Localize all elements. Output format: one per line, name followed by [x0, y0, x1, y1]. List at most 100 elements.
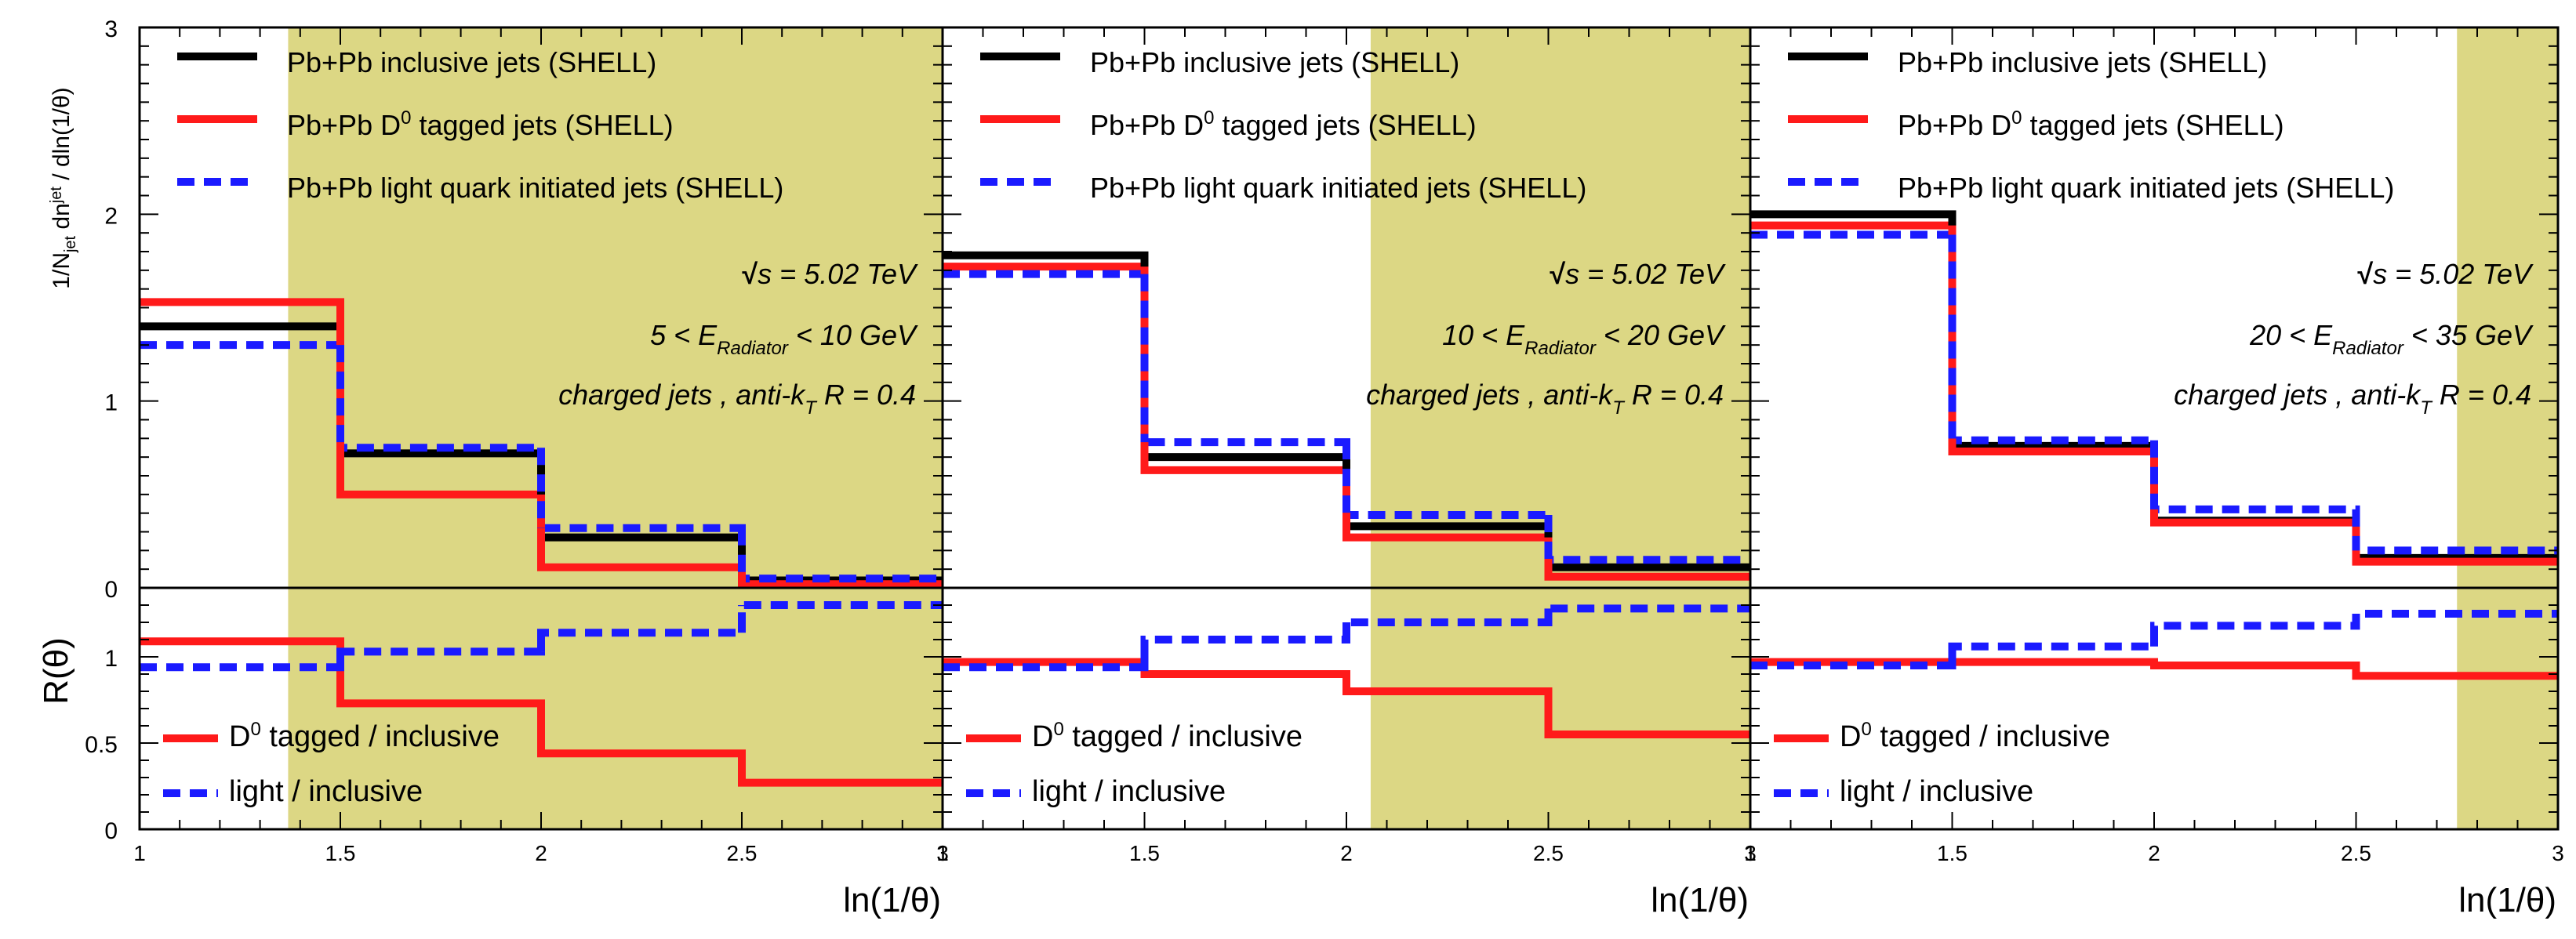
ylabel-n: 1/N — [49, 252, 74, 289]
energy-range-label: 10 < ERadiator < 20 GeV — [1442, 319, 1726, 359]
jets-sub: T — [2420, 397, 2433, 419]
legend-d0-prefix: Pb+Pb D — [1090, 109, 1204, 141]
energy-sub: Radiator — [1524, 338, 1597, 359]
legend-light-label: Pb+Pb light quark initiated jets (SHELL) — [287, 172, 783, 204]
x-tick-label: 2.5 — [1533, 841, 1564, 865]
energy-sub: Radiator — [2332, 338, 2404, 359]
jets-label: charged jets , anti-kT R = 0.4 — [1366, 379, 1724, 419]
top-band-2 — [1370, 27, 1750, 588]
legend-d0-ratio-label: D0 tagged / inclusive — [1032, 719, 1303, 753]
bottom-y-tick-label: 0.5 — [85, 732, 118, 758]
bottom-y-tick-label: 1 — [104, 646, 118, 672]
jets-r: R = 0.4 — [2432, 379, 2531, 411]
legend-light-label: Pb+Pb light quark initiated jets (SHELL) — [1090, 172, 1586, 204]
sqrt-s-label: √s = 5.02 TeV — [1550, 258, 1726, 290]
legend-d0-ratio-prefix: D — [229, 720, 250, 753]
jets-r: R = 0.4 — [816, 379, 916, 411]
sqrt-symbol: √ — [2357, 258, 2373, 290]
jets-text: charged jets , anti-k — [558, 379, 806, 411]
ylabel-n-sub: jet — [62, 235, 79, 253]
legend-d0-ratio-label: D0 tagged / inclusive — [229, 719, 500, 753]
jets-text: charged jets , anti-k — [1366, 379, 1614, 411]
top-y-tick-label: 3 — [104, 16, 118, 42]
top-y-tick-label: 2 — [104, 203, 118, 229]
top-y-axis-label: 1/Njet dnjet / dln(1/θ) — [48, 87, 79, 288]
sqrt-symbol: √ — [1550, 258, 1565, 290]
legend-d0-ratio-prefix: D — [1840, 720, 1861, 753]
x-tick-label: 2 — [535, 841, 547, 865]
legend-d0-ratio-suffix: tagged / inclusive — [1064, 720, 1303, 753]
sqrt-s-label: √s = 5.02 TeV — [742, 258, 918, 290]
ylabel-den: / dln(1/θ) — [49, 87, 74, 187]
legend-d0-ratio-sup: 0 — [1053, 719, 1063, 740]
legend-d0-ratio-sup: 0 — [1861, 719, 1871, 740]
legend-d0-ratio-sup: 0 — [250, 719, 260, 740]
legend-light-label: Pb+Pb light quark initiated jets (SHELL) — [1898, 172, 2394, 204]
jets-sub: T — [1612, 397, 1626, 419]
energy-high: < 20 GeV — [1596, 319, 1726, 351]
energy-high: < 10 GeV — [788, 319, 918, 351]
legend-d0-ratio-prefix: D — [1032, 720, 1053, 753]
legend-d0-suffix: tagged jets (SHELL) — [411, 109, 673, 141]
bottom-band-1 — [288, 588, 943, 829]
x-tick-label: 1.5 — [325, 841, 356, 865]
sqrt-symbol: √ — [742, 258, 758, 290]
sqrt-s-value: s = 5.02 TeV — [2373, 258, 2534, 290]
legend-light-ratio-label: light / inclusive — [229, 775, 423, 808]
top-y-tick-label: 0 — [104, 577, 118, 603]
legend-d0-sup: 0 — [1204, 107, 1214, 129]
jets-label: charged jets , anti-kT R = 0.4 — [558, 379, 916, 419]
ylabel-dn: dn — [49, 203, 74, 236]
legend-d0-prefix: Pb+Pb D — [1898, 109, 2011, 141]
x-tick-label: 3 — [1744, 841, 1757, 865]
x-tick-label: 2.5 — [2341, 841, 2371, 865]
energy-low: 20 < E — [2249, 319, 2333, 351]
legend-inclusive-label: Pb+Pb inclusive jets (SHELL) — [1090, 46, 1459, 78]
jets-text: charged jets , anti-k — [2174, 379, 2422, 411]
energy-sub: Radiator — [717, 338, 789, 359]
x-tick-label: 3 — [2552, 841, 2564, 865]
bottom-y-axis-label: R(θ) — [37, 637, 75, 705]
x-tick-label: 2.5 — [727, 841, 758, 865]
panel-3: 1 1.5 2 2.5 3 ln(1/θ) Pb+Pb inclusive jets (SH… — [1744, 26, 2564, 919]
top-y-tick-label: 1 — [104, 390, 118, 416]
panel-1: 1 1.5 2 2.5 3 ln(1/θ) Pb+Pb inclusive jets (SH… — [133, 26, 949, 919]
x-tick-label: 2 — [1340, 841, 1353, 865]
ylabel-dn-sup: jet — [48, 187, 65, 205]
sqrt-s-value: s = 5.02 TeV — [1565, 258, 1726, 290]
x-axis-label: ln(1/θ) — [1651, 881, 1749, 919]
energy-range-label: 5 < ERadiator < 10 GeV — [650, 319, 918, 359]
x-axis-label: ln(1/θ) — [2458, 881, 2556, 919]
energy-low: 10 < E — [1442, 319, 1525, 351]
legend-d0-sup: 0 — [2011, 107, 2022, 129]
x-tick-label: 1 — [1744, 841, 1757, 865]
legend-inclusive-label: Pb+Pb inclusive jets (SHELL) — [287, 46, 656, 78]
sqrt-s-label: √s = 5.02 TeV — [2357, 258, 2534, 290]
panel-2: 1 1.5 2 2.5 3 ln(1/θ) Pb+Pb inclusive jets (SH… — [936, 26, 1757, 919]
x-tick-label: 1.5 — [1937, 841, 1967, 865]
legend-d0-label: Pb+Pb D0 tagged jets (SHELL) — [287, 107, 674, 141]
legend-d0-ratio-label: D0 tagged / inclusive — [1840, 719, 2110, 753]
x-axis-label: ln(1/θ) — [843, 881, 941, 919]
bottom-band-2 — [1370, 588, 1750, 829]
bottom-band-3 — [2457, 588, 2558, 829]
energy-high: < 35 GeV — [2403, 319, 2534, 351]
legend-d0-sup: 0 — [401, 107, 411, 129]
legend-light-ratio-label: light / inclusive — [1032, 775, 1226, 808]
legend-d0-suffix: tagged jets (SHELL) — [2022, 109, 2284, 141]
energy-range-label: 20 < ERadiator < 35 GeV — [2249, 319, 2534, 359]
sqrt-s-value: s = 5.02 TeV — [758, 258, 918, 290]
jets-sub: T — [805, 397, 818, 419]
top-band-3 — [2457, 27, 2558, 588]
energy-low: 5 < E — [650, 319, 718, 351]
x-tick-label: 1 — [936, 841, 949, 865]
legend-d0-ratio-suffix: tagged / inclusive — [1872, 720, 2110, 753]
x-tick-label: 3 — [936, 841, 949, 865]
legend-d0-ratio-suffix: tagged / inclusive — [261, 720, 500, 753]
x-tick-label: 2 — [2148, 841, 2160, 865]
x-tick-label: 1.5 — [1129, 841, 1160, 865]
legend-d0-label: Pb+Pb D0 tagged jets (SHELL) — [1898, 107, 2284, 141]
legend-inclusive-label: Pb+Pb inclusive jets (SHELL) — [1898, 46, 2267, 78]
